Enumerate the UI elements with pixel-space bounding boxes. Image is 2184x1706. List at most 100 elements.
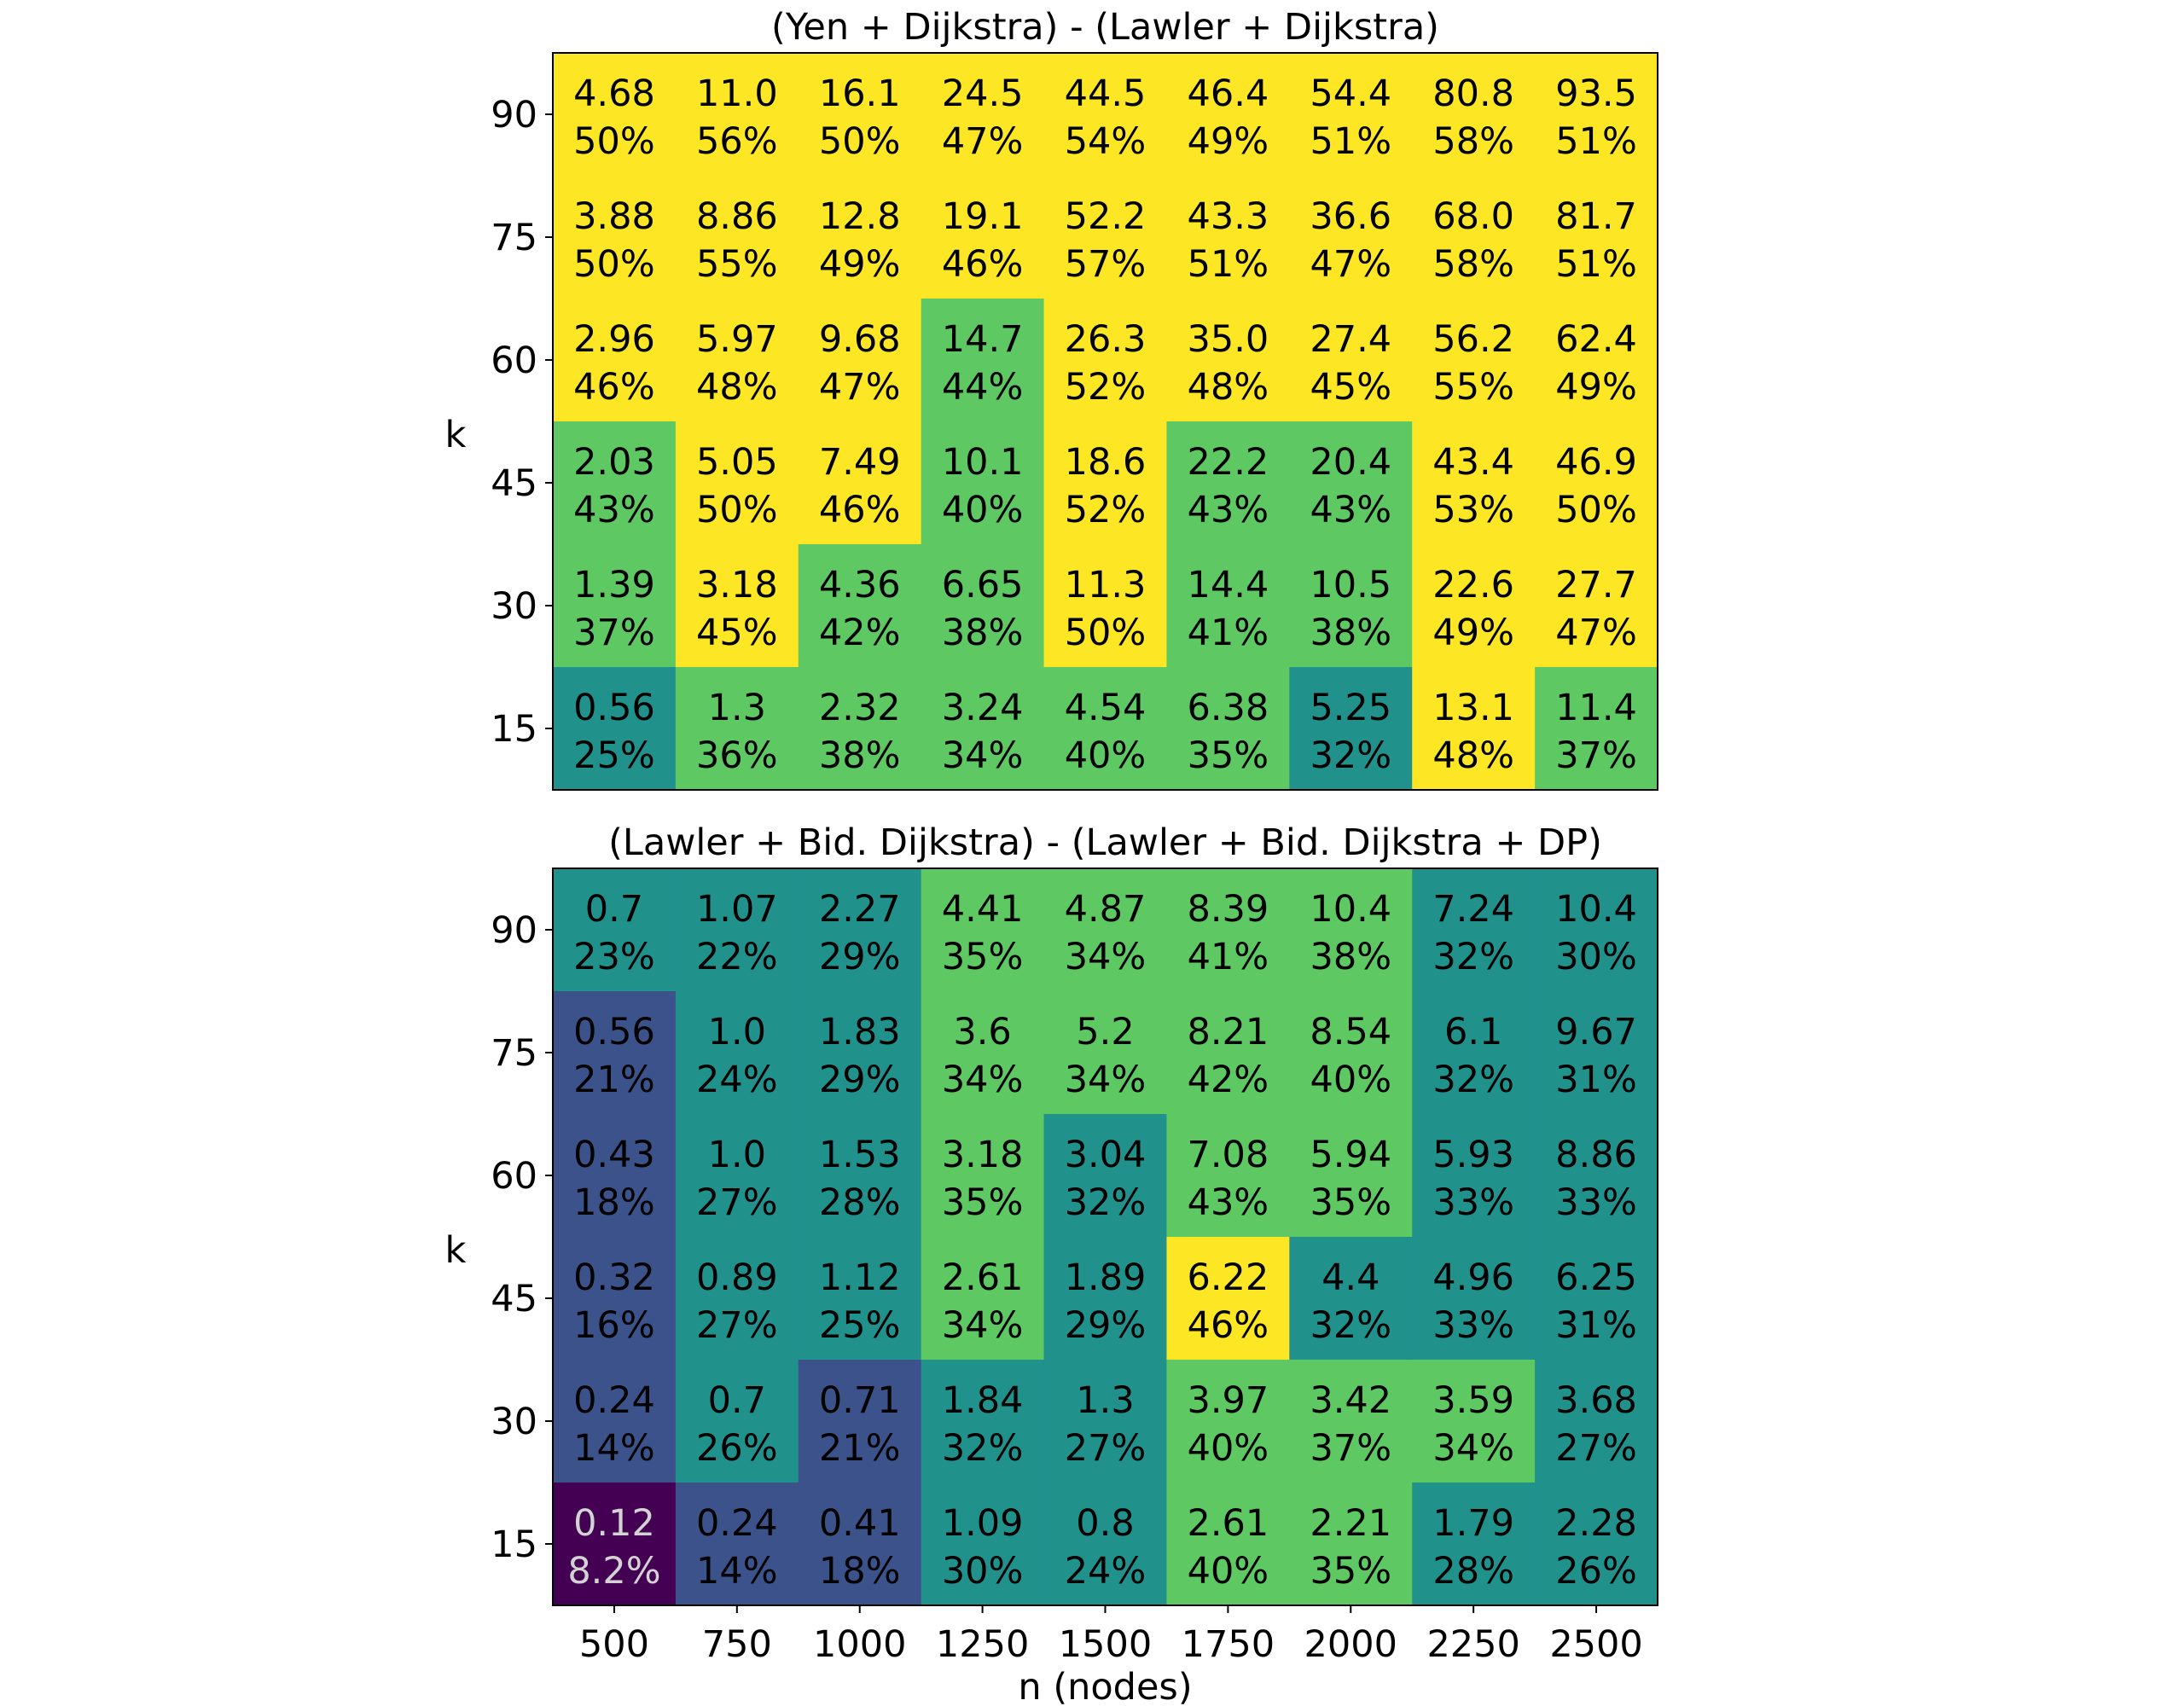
cell-value-label: 2.28 [1555,1502,1637,1545]
heatmap-cell [553,176,677,299]
cell-value-label: 24.5 [942,73,1024,115]
cell-value-label: 1.83 [819,1011,901,1053]
cell-percent-label: 16% [573,1304,655,1347]
cell-value-label: 80.8 [1432,73,1514,115]
y-tick-label: 60 [491,1155,537,1198]
cell-percent-label: 50% [696,489,778,531]
y-tick-label: 15 [491,708,537,751]
heatmap-cell [1166,1483,1290,1606]
cell-value-label: 8.21 [1188,1011,1269,1053]
heatmap-cell [1289,299,1413,422]
cell-value-label: 2.61 [942,1256,1024,1299]
heatmap-cell [798,868,922,992]
cell-percent-label: 57% [1065,243,1147,286]
cell-percent-label: 21% [573,1059,655,1101]
y-tick-label: 45 [491,1278,537,1320]
x-tick-label: 2000 [1304,1623,1397,1666]
cell-percent-label: 32% [1065,1181,1147,1224]
cell-value-label: 0.7 [585,888,643,931]
heatmap-cell [553,1360,677,1483]
cell-percent-label: 34% [1065,936,1147,978]
cell-percent-label: 38% [942,612,1024,654]
heatmap-cell [675,667,799,791]
cell-percent-label: 49% [819,243,901,286]
heatmap-cell [1166,1360,1290,1483]
heatmap-cell [675,421,799,545]
cell-percent-label: 51% [1555,243,1637,286]
cell-percent-label: 42% [819,612,901,654]
cell-value-label: 6.38 [1188,687,1269,729]
heatmap-cell [1166,868,1290,992]
cell-value-label: 5.94 [1310,1134,1391,1176]
cell-percent-label: 58% [1432,120,1514,163]
heatmap-cell [1043,1483,1168,1606]
x-tick-label: 1000 [813,1623,906,1666]
cell-value-label: 5.2 [1076,1011,1134,1053]
heatmap-cell [1412,176,1536,299]
cell-percent-label: 50% [573,120,655,163]
cell-value-label: 3.24 [942,687,1024,729]
cell-value-label: 19.1 [942,195,1024,238]
heatmap-cell [1412,1360,1536,1483]
cell-percent-label: 45% [1310,366,1391,409]
cell-percent-label: 51% [1555,120,1637,163]
heatmap-cell [553,667,677,791]
cell-value-label: 3.97 [1188,1379,1269,1422]
heatmap-cell [1166,421,1290,545]
heatmap-cell [553,1237,677,1361]
heatmap-cell [1166,991,1290,1115]
cell-percent-label: 37% [1310,1427,1391,1470]
cell-percent-label: 32% [1432,936,1514,978]
cell-value-label: 4.54 [1065,687,1147,729]
y-axis-label: k [445,414,467,456]
cell-value-label: 0.8 [1076,1502,1134,1545]
heatmap-cell [1043,544,1168,668]
cell-percent-label: 24% [1065,1550,1147,1593]
heatmap-cell [1289,1114,1413,1238]
heatmap-cell [1043,1360,1168,1483]
chart-title: (Lawler + Bid. Dijkstra) - (Lawler + Bid… [608,821,1602,864]
cell-percent-label: 52% [1065,366,1147,409]
cell-value-label: 1.09 [942,1502,1024,1545]
heatmap-cell [1535,299,1658,422]
heatmap-cell [798,176,922,299]
heatmap-cell [1535,1483,1658,1606]
y-tick-label: 30 [491,585,537,628]
cell-value-label: 7.49 [819,441,901,484]
cell-percent-label: 55% [696,243,778,286]
heatmap-cell [1043,53,1168,177]
heatmap-cell [1412,1237,1536,1361]
cell-value-label: 4.4 [1321,1256,1380,1299]
heatmap-cell [1166,53,1290,177]
cell-percent-label: 40% [1065,734,1147,777]
heatmap-panel-bottom: (Lawler + Bid. Dijkstra) - (Lawler + Bid… [445,821,1658,1706]
x-axis-label: n (nodes) [1018,1666,1192,1706]
cell-value-label: 3.04 [1065,1134,1147,1176]
cell-percent-label: 29% [819,936,901,978]
heatmap-cell [675,991,799,1115]
cell-percent-label: 46% [819,489,901,531]
cell-percent-label: 37% [573,612,655,654]
cell-value-label: 12.8 [819,195,901,238]
cell-percent-label: 27% [696,1181,778,1224]
cell-percent-label: 18% [819,1550,901,1593]
heatmap-cell [1412,667,1536,791]
heatmap-cell [1412,991,1536,1115]
cell-value-label: 0.56 [573,687,655,729]
cell-value-label: 46.4 [1188,73,1269,115]
heatmap-cell [798,1483,922,1606]
cell-value-label: 36.6 [1310,195,1391,238]
cell-percent-label: 34% [942,1059,1024,1101]
cell-percent-label: 52% [1065,489,1147,531]
cell-percent-label: 25% [573,734,655,777]
heatmap-cell [553,544,677,668]
cell-value-label: 16.1 [819,73,901,115]
cell-value-label: 1.3 [708,687,766,729]
cell-value-label: 7.24 [1432,888,1514,931]
y-tick-label: 30 [491,1401,537,1443]
heatmap-cell [1043,299,1168,422]
cell-percent-label: 27% [1065,1427,1147,1470]
cell-percent-label: 40% [1310,1059,1391,1101]
cell-value-label: 3.68 [1555,1379,1637,1422]
cell-value-label: 8.54 [1310,1011,1391,1053]
